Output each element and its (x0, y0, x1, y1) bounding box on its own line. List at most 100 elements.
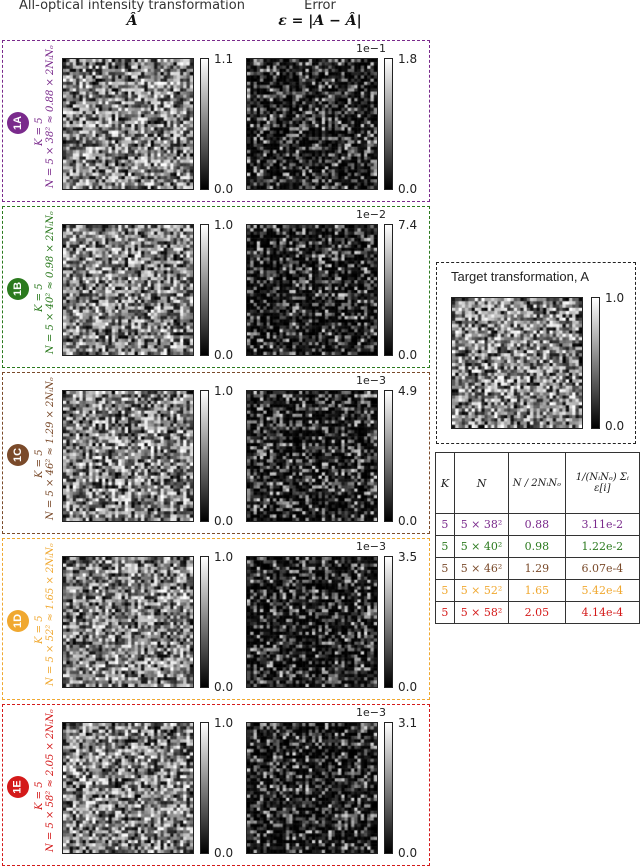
row-panel (2, 40, 430, 202)
error-heatmap (246, 390, 378, 522)
intensity-cbar-min: 0.0 (214, 846, 234, 860)
col2-title: Error (304, 0, 336, 13)
target-heatmap (451, 297, 583, 429)
row-badge-label: 1E (12, 780, 24, 794)
row-k-label: K = 5 (34, 781, 45, 810)
table-header-row: K N N / 2NᵢNₒ 1/(NᵢNₒ) Σᵢ ε[i] (435, 452, 640, 514)
error-heatmap (246, 58, 378, 190)
row-k-label: K = 5 (34, 283, 45, 312)
table-cell-ratio: 1.29 (508, 557, 566, 580)
error-cbar-max: 3.1 (398, 716, 418, 730)
table-cell-n: 5 × 58² (453, 601, 510, 624)
error-heatmap (246, 224, 378, 356)
intensity-colorbar (200, 58, 209, 190)
row-n-label: N = 5 × 52² ≈ 1.65 × 2NᵢNₒ (45, 543, 56, 686)
intensity-cbar-min: 0.0 (214, 680, 234, 694)
intensity-heatmap (62, 224, 194, 356)
row-badge: 1B (7, 278, 29, 300)
table-cell-k: 5 (435, 579, 455, 602)
intensity-colorbar (200, 556, 209, 688)
intensity-colorbar (200, 224, 209, 356)
table-cell-n: 5 × 52² (453, 579, 510, 602)
error-cbar-min: 0.0 (398, 348, 418, 362)
col2-header: Error ε = |A − Â| (250, 0, 390, 29)
row-badge-label: 1B (12, 281, 24, 297)
target-cbar-max: 1.0 (605, 291, 625, 305)
row-panel (2, 372, 430, 534)
error-colorbar (384, 390, 393, 522)
row-badge: 1D (7, 610, 29, 632)
row-badge: 1E (7, 776, 29, 798)
row-k-label: K = 5 (34, 117, 45, 146)
intensity-colorbar (200, 722, 209, 854)
error-cbar-min: 0.0 (398, 680, 418, 694)
intensity-cbar-max: 1.0 (214, 384, 234, 398)
error-cbar-min: 0.0 (398, 846, 418, 860)
table-cell-ratio: 2.05 (508, 601, 566, 624)
table-header-error: 1/(NᵢNₒ) Σᵢ ε[i] (564, 452, 640, 514)
target-panel: Target transformation, A 1.0 0.0 (436, 262, 636, 444)
row-panel (2, 206, 430, 368)
error-scale-exponent: 1e−3 (356, 374, 386, 387)
table-header-n: N (453, 452, 510, 514)
intensity-heatmap (62, 390, 194, 522)
error-cbar-min: 0.0 (398, 182, 418, 196)
table-cell-err: 3.11e-2 (564, 513, 640, 536)
intensity-heatmap (62, 556, 194, 688)
row-n-label: N = 5 × 46² ≈ 1.29 × 2NᵢNₒ (45, 377, 56, 520)
intensity-cbar-max: 1.0 (214, 550, 234, 564)
table-cell-n: 5 × 38² (453, 513, 510, 536)
table-cell-err: 1.22e-2 (564, 535, 640, 558)
error-heatmap (246, 556, 378, 688)
error-colorbar (384, 224, 393, 356)
table-cell-ratio: 0.98 (508, 535, 566, 558)
error-scale-exponent: 1e−3 (356, 706, 386, 719)
table-cell-k: 5 (435, 513, 455, 536)
intensity-cbar-max: 1.0 (214, 716, 234, 730)
target-title: Target transformation, A (451, 269, 590, 284)
row-badge: 1C (7, 444, 29, 466)
intensity-heatmap (62, 722, 194, 854)
error-cbar-max: 1.8 (398, 52, 418, 66)
table-cell-err: 5.42e-4 (564, 579, 640, 602)
table-cell-n: 5 × 46² (453, 557, 510, 580)
row-n-label: N = 5 × 40² ≈ 0.98 × 2NᵢNₒ (45, 211, 56, 354)
table-cell-ratio: 0.88 (508, 513, 566, 536)
error-scale-exponent: 1e−1 (356, 42, 386, 55)
row-badge-label: 1D (12, 613, 24, 629)
row-badge-label: 1A (12, 115, 24, 131)
row-badge: 1A (7, 112, 29, 134)
table-header-k: K (435, 452, 455, 514)
intensity-cbar-max: 1.0 (214, 218, 234, 232)
error-scale-exponent: 1e−3 (356, 540, 386, 553)
row-panel (2, 538, 430, 700)
target-cbar-min: 0.0 (605, 419, 625, 433)
row-k-label: K = 5 (34, 615, 45, 644)
table-cell-k: 5 (435, 557, 455, 580)
error-colorbar (384, 556, 393, 688)
error-cbar-max: 3.5 (398, 550, 418, 564)
table-cell-k: 5 (435, 535, 455, 558)
intensity-cbar-max: 1.1 (214, 52, 234, 66)
table-cell-ratio: 1.65 (508, 579, 566, 602)
intensity-colorbar (200, 390, 209, 522)
error-cbar-min: 0.0 (398, 514, 418, 528)
error-colorbar (384, 722, 393, 854)
table-cell-n: 5 × 40² (453, 535, 510, 558)
row-k-label: K = 5 (34, 449, 45, 478)
error-cbar-max: 7.4 (398, 218, 418, 232)
col1-title: All-optical intensity transformation (19, 0, 245, 13)
error-scale-exponent: 1e−2 (356, 208, 386, 221)
row-n-label: N = 5 × 38² ≈ 0.88 × 2NᵢNₒ (45, 45, 56, 188)
row-badge-label: 1C (12, 447, 24, 463)
table-cell-err: 4.14e-4 (564, 601, 640, 624)
